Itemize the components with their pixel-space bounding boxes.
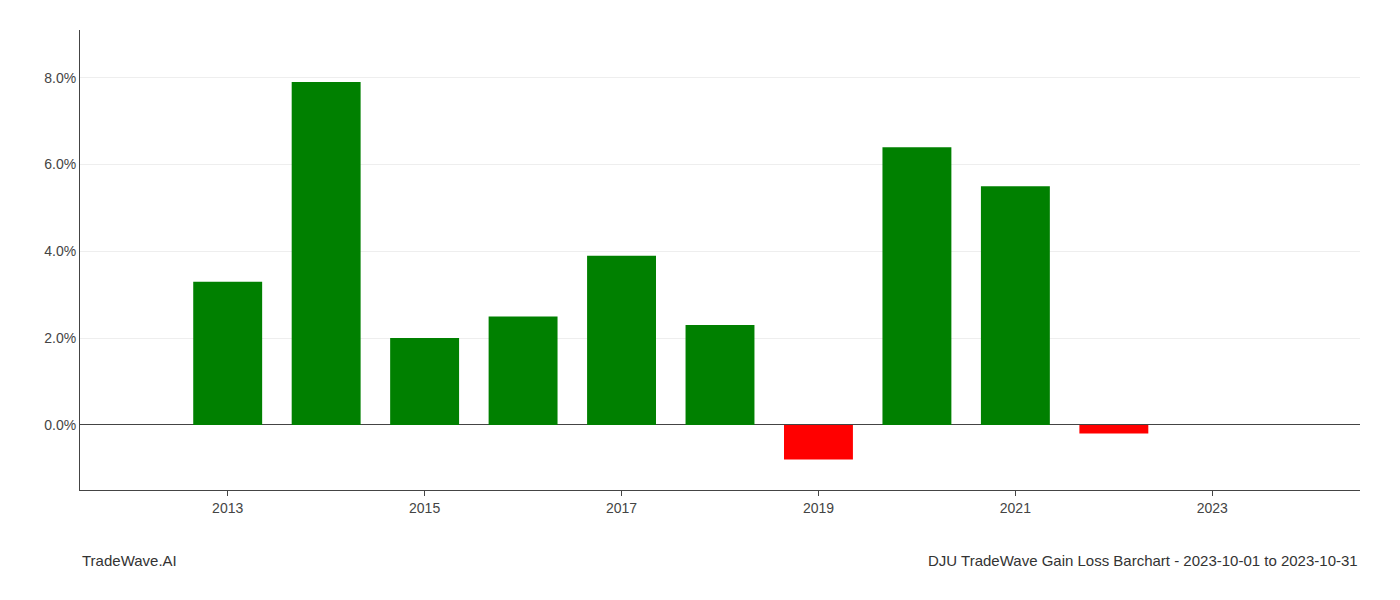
svg-text:6.0%: 6.0%	[44, 156, 76, 172]
svg-text:2017: 2017	[606, 500, 637, 516]
svg-text:2021: 2021	[1000, 500, 1031, 516]
svg-text:DJU TradeWave Gain Loss Barcha: DJU TradeWave Gain Loss Barchart - 2023-…	[928, 552, 1358, 569]
svg-text:4.0%: 4.0%	[44, 243, 76, 259]
svg-text:2013: 2013	[212, 500, 243, 516]
svg-text:8.0%: 8.0%	[44, 70, 76, 86]
svg-text:2019: 2019	[803, 500, 834, 516]
svg-text:2023: 2023	[1197, 500, 1228, 516]
svg-text:2.0%: 2.0%	[44, 330, 76, 346]
svg-text:TradeWave.AI: TradeWave.AI	[82, 552, 177, 569]
svg-text:2015: 2015	[409, 500, 440, 516]
svg-text:0.0%: 0.0%	[44, 417, 76, 433]
